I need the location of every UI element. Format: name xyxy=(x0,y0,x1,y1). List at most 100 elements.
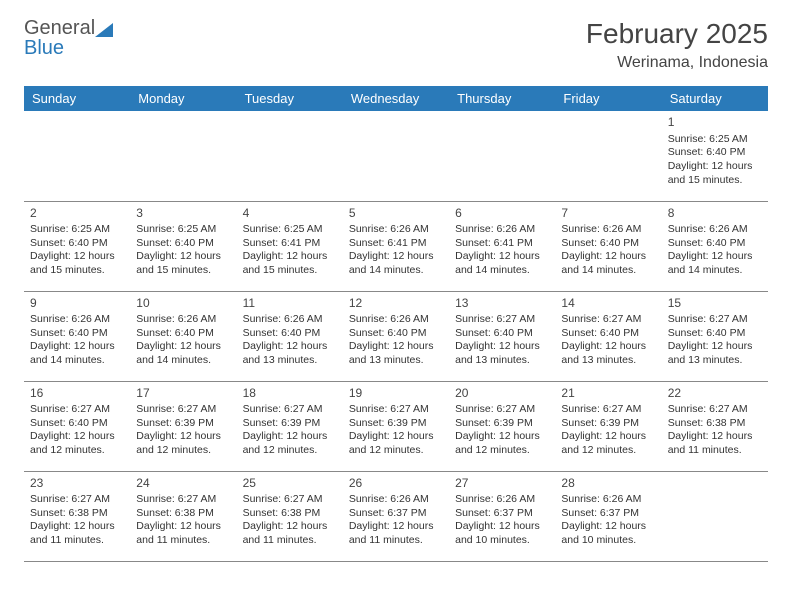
sunrise-line: Sunrise: 6:26 AM xyxy=(561,223,655,237)
sunrise-line: Sunrise: 6:26 AM xyxy=(349,313,443,327)
daylight-line: Daylight: 12 hours and 11 minutes. xyxy=(668,430,762,457)
sunset-line: Sunset: 6:40 PM xyxy=(243,327,337,341)
day-number: 20 xyxy=(455,386,549,402)
daylight-line: Daylight: 12 hours and 12 minutes. xyxy=(30,430,124,457)
daylight-line: Daylight: 12 hours and 15 minutes. xyxy=(243,250,337,277)
day-number: 26 xyxy=(349,476,443,492)
day-number: 23 xyxy=(30,476,124,492)
calendar-table: SundayMondayTuesdayWednesdayThursdayFrid… xyxy=(24,86,768,562)
day-number: 6 xyxy=(455,206,549,222)
sunset-line: Sunset: 6:39 PM xyxy=(243,417,337,431)
calendar-cell: 24Sunrise: 6:27 AMSunset: 6:38 PMDayligh… xyxy=(130,471,236,561)
day-number: 22 xyxy=(668,386,762,402)
sunrise-line: Sunrise: 6:26 AM xyxy=(668,223,762,237)
logo-text-blue: Blue xyxy=(24,37,64,59)
day-header: Tuesday xyxy=(237,86,343,111)
sunrise-line: Sunrise: 6:25 AM xyxy=(136,223,230,237)
calendar-cell xyxy=(343,111,449,201)
sunset-line: Sunset: 6:41 PM xyxy=(455,237,549,251)
day-number: 21 xyxy=(561,386,655,402)
sunrise-line: Sunrise: 6:27 AM xyxy=(30,403,124,417)
logo-text: General Blue xyxy=(24,18,117,58)
sunset-line: Sunset: 6:40 PM xyxy=(136,327,230,341)
sunrise-line: Sunrise: 6:26 AM xyxy=(243,313,337,327)
calendar-cell: 5Sunrise: 6:26 AMSunset: 6:41 PMDaylight… xyxy=(343,201,449,291)
day-header: Thursday xyxy=(449,86,555,111)
daylight-line: Daylight: 12 hours and 14 minutes. xyxy=(30,340,124,367)
calendar-cell: 12Sunrise: 6:26 AMSunset: 6:40 PMDayligh… xyxy=(343,291,449,381)
calendar-week-row: 23Sunrise: 6:27 AMSunset: 6:38 PMDayligh… xyxy=(24,471,768,561)
day-header: Wednesday xyxy=(343,86,449,111)
sunrise-line: Sunrise: 6:25 AM xyxy=(243,223,337,237)
sunset-line: Sunset: 6:40 PM xyxy=(455,327,549,341)
sunrise-line: Sunrise: 6:27 AM xyxy=(561,313,655,327)
sunset-line: Sunset: 6:39 PM xyxy=(136,417,230,431)
day-number: 2 xyxy=(30,206,124,222)
sunset-line: Sunset: 6:40 PM xyxy=(30,417,124,431)
sunset-line: Sunset: 6:40 PM xyxy=(561,327,655,341)
calendar-cell: 1Sunrise: 6:25 AMSunset: 6:40 PMDaylight… xyxy=(662,111,768,201)
day-number: 18 xyxy=(243,386,337,402)
day-header-row: SundayMondayTuesdayWednesdayThursdayFrid… xyxy=(24,86,768,111)
calendar-cell: 4Sunrise: 6:25 AMSunset: 6:41 PMDaylight… xyxy=(237,201,343,291)
daylight-line: Daylight: 12 hours and 11 minutes. xyxy=(30,520,124,547)
daylight-line: Daylight: 12 hours and 14 minutes. xyxy=(455,250,549,277)
calendar-cell: 28Sunrise: 6:26 AMSunset: 6:37 PMDayligh… xyxy=(555,471,661,561)
sunrise-line: Sunrise: 6:26 AM xyxy=(349,223,443,237)
calendar-cell: 11Sunrise: 6:26 AMSunset: 6:40 PMDayligh… xyxy=(237,291,343,381)
day-number: 4 xyxy=(243,206,337,222)
calendar-cell xyxy=(555,111,661,201)
sunset-line: Sunset: 6:41 PM xyxy=(243,237,337,251)
daylight-line: Daylight: 12 hours and 14 minutes. xyxy=(668,250,762,277)
day-header: Saturday xyxy=(662,86,768,111)
sunset-line: Sunset: 6:40 PM xyxy=(30,237,124,251)
calendar-cell xyxy=(24,111,130,201)
day-number: 12 xyxy=(349,296,443,312)
calendar-cell: 16Sunrise: 6:27 AMSunset: 6:40 PMDayligh… xyxy=(24,381,130,471)
day-number: 11 xyxy=(243,296,337,312)
sunset-line: Sunset: 6:40 PM xyxy=(668,146,762,160)
day-number: 5 xyxy=(349,206,443,222)
calendar-head: SundayMondayTuesdayWednesdayThursdayFrid… xyxy=(24,86,768,111)
sunset-line: Sunset: 6:40 PM xyxy=(561,237,655,251)
sunrise-line: Sunrise: 6:25 AM xyxy=(668,133,762,147)
daylight-line: Daylight: 12 hours and 12 minutes. xyxy=(243,430,337,457)
sunrise-line: Sunrise: 6:26 AM xyxy=(136,313,230,327)
calendar-cell: 20Sunrise: 6:27 AMSunset: 6:39 PMDayligh… xyxy=(449,381,555,471)
day-number: 9 xyxy=(30,296,124,312)
sunrise-line: Sunrise: 6:27 AM xyxy=(668,313,762,327)
calendar-cell: 13Sunrise: 6:27 AMSunset: 6:40 PMDayligh… xyxy=(449,291,555,381)
day-number: 14 xyxy=(561,296,655,312)
logo-triangle-icon xyxy=(95,21,117,37)
day-header: Friday xyxy=(555,86,661,111)
calendar-cell: 22Sunrise: 6:27 AMSunset: 6:38 PMDayligh… xyxy=(662,381,768,471)
sunset-line: Sunset: 6:41 PM xyxy=(349,237,443,251)
calendar-body: 1Sunrise: 6:25 AMSunset: 6:40 PMDaylight… xyxy=(24,111,768,561)
day-number: 16 xyxy=(30,386,124,402)
header: General Blue February 2025 Werinama, Ind… xyxy=(24,18,768,72)
calendar-cell: 3Sunrise: 6:25 AMSunset: 6:40 PMDaylight… xyxy=(130,201,236,291)
day-number: 24 xyxy=(136,476,230,492)
daylight-line: Daylight: 12 hours and 12 minutes. xyxy=(561,430,655,457)
sunrise-line: Sunrise: 6:26 AM xyxy=(455,493,549,507)
day-header: Monday xyxy=(130,86,236,111)
calendar-cell: 18Sunrise: 6:27 AMSunset: 6:39 PMDayligh… xyxy=(237,381,343,471)
calendar-cell xyxy=(237,111,343,201)
day-number: 27 xyxy=(455,476,549,492)
sunset-line: Sunset: 6:40 PM xyxy=(668,237,762,251)
day-number: 25 xyxy=(243,476,337,492)
sunset-line: Sunset: 6:40 PM xyxy=(349,327,443,341)
calendar-cell: 27Sunrise: 6:26 AMSunset: 6:37 PMDayligh… xyxy=(449,471,555,561)
sunset-line: Sunset: 6:40 PM xyxy=(136,237,230,251)
sunrise-line: Sunrise: 6:26 AM xyxy=(349,493,443,507)
calendar-cell: 23Sunrise: 6:27 AMSunset: 6:38 PMDayligh… xyxy=(24,471,130,561)
calendar-week-row: 1Sunrise: 6:25 AMSunset: 6:40 PMDaylight… xyxy=(24,111,768,201)
calendar-cell xyxy=(662,471,768,561)
sunset-line: Sunset: 6:40 PM xyxy=(668,327,762,341)
sunset-line: Sunset: 6:40 PM xyxy=(30,327,124,341)
sunrise-line: Sunrise: 6:27 AM xyxy=(455,403,549,417)
sunset-line: Sunset: 6:39 PM xyxy=(561,417,655,431)
sunset-line: Sunset: 6:37 PM xyxy=(561,507,655,521)
sunrise-line: Sunrise: 6:27 AM xyxy=(136,493,230,507)
calendar-cell: 10Sunrise: 6:26 AMSunset: 6:40 PMDayligh… xyxy=(130,291,236,381)
